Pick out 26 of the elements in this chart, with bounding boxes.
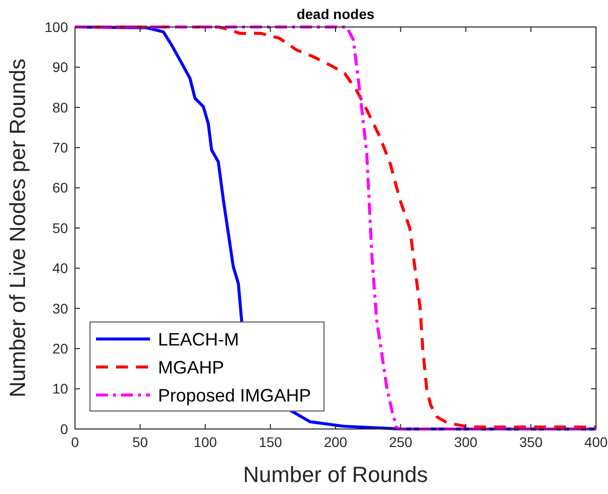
legend-label: MGAHP [158,357,224,378]
legend-label: Proposed IMGAHP [158,385,312,406]
x-tick-label: 300 [454,434,478,450]
chart-title: dead nodes [296,6,375,22]
y-tick-label: 0 [60,420,68,437]
x-tick-label: 150 [258,434,282,450]
y-axis-title: Number of Live Nodes per Rounds [5,58,30,398]
y-tick-label: 20 [52,340,68,356]
y-tick-label: 40 [52,260,68,276]
y-tick-label: 80 [52,99,68,116]
x-tick-label: 250 [388,434,413,450]
y-tick-label: 90 [52,59,68,76]
y-tick-label: 10 [52,380,68,397]
y-tick-label: 70 [52,140,68,156]
x-tick-label: 400 [584,434,608,450]
y-tick-label: 60 [52,180,68,196]
y-tick-label: 30 [52,300,68,316]
legend-label: LEACH-M [158,329,240,350]
x-tick-label: 0 [71,434,80,450]
y-tick-label: 100 [44,18,68,35]
y-tick-label: 50 [52,220,68,236]
x-tick-label: 350 [519,434,543,450]
x-tick-label: 100 [194,434,218,450]
x-tick-label: 200 [324,434,348,450]
x-axis-title: Number of Rounds [243,462,428,487]
x-tick-label: 50 [132,434,148,450]
